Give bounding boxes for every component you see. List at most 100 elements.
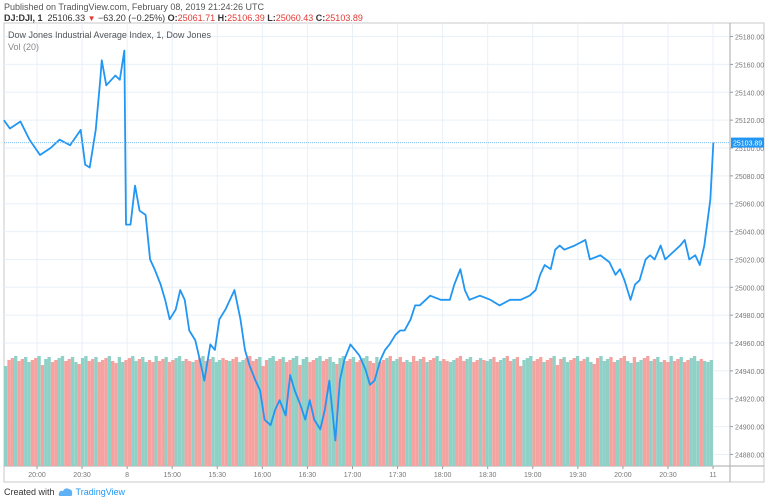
volume-bar bbox=[194, 360, 198, 466]
volume-bar bbox=[642, 358, 647, 466]
volume-bar bbox=[124, 360, 128, 466]
volume-bar bbox=[535, 359, 540, 466]
volume-bar bbox=[408, 362, 412, 466]
x-tick-label: 19:30 bbox=[569, 472, 587, 479]
volume-bar bbox=[629, 363, 633, 466]
volume-bar bbox=[100, 360, 105, 466]
volume-bar bbox=[649, 361, 653, 466]
y-tick-label: 24960.00 bbox=[735, 341, 764, 348]
open-value: 25061.71 bbox=[177, 13, 216, 23]
volume-bar bbox=[27, 362, 31, 466]
volume-bar bbox=[539, 357, 543, 466]
close-label: C: bbox=[315, 13, 326, 23]
y-tick-label: 25100.00 bbox=[735, 146, 764, 153]
volume-bar bbox=[238, 362, 242, 466]
tradingview-link[interactable]: TradingView bbox=[58, 487, 125, 497]
y-tick-label: 25080.00 bbox=[735, 174, 764, 181]
volume-bar bbox=[488, 359, 493, 466]
volume-bar bbox=[498, 360, 503, 466]
volume-bar bbox=[699, 359, 703, 466]
volume-bar bbox=[24, 357, 28, 466]
volume-bar bbox=[652, 359, 657, 466]
volume-bar bbox=[64, 361, 68, 466]
x-tick-label: 16:00 bbox=[254, 472, 272, 479]
volume-bar bbox=[348, 359, 352, 466]
x-tick-label: 18:00 bbox=[434, 472, 452, 479]
change: −63.20 (−0.25%) bbox=[98, 13, 166, 23]
volume-bar bbox=[351, 357, 356, 466]
volume-bar bbox=[204, 361, 208, 466]
volume-bar bbox=[455, 358, 459, 466]
volume-bar bbox=[519, 366, 523, 466]
y-tick-label: 24920.00 bbox=[735, 397, 764, 404]
volume-bar bbox=[532, 361, 536, 466]
volume-bar bbox=[164, 357, 168, 466]
volume-bar bbox=[702, 361, 707, 466]
y-tick-label: 24980.00 bbox=[735, 313, 764, 320]
volume-bar bbox=[141, 357, 145, 466]
volume-bar bbox=[475, 360, 479, 466]
volume-bar bbox=[468, 357, 473, 466]
volume-bar bbox=[662, 360, 667, 466]
volume-bar bbox=[97, 362, 101, 466]
volume-bar bbox=[134, 361, 138, 466]
volume-bar bbox=[438, 361, 443, 466]
y-tick-label: 25040.00 bbox=[735, 230, 764, 237]
volume-bar bbox=[214, 362, 219, 466]
volume-bar bbox=[619, 358, 623, 466]
volume-bar bbox=[355, 362, 359, 466]
volume-bar bbox=[672, 361, 677, 466]
volume-bar bbox=[502, 358, 506, 466]
low-value: 25060.43 bbox=[275, 13, 314, 23]
volume-bar bbox=[462, 361, 466, 466]
volume-bar bbox=[639, 360, 643, 466]
published-line: Published on TradingView.com, February 0… bbox=[4, 2, 264, 12]
volume-bar bbox=[345, 361, 349, 466]
volume-bar bbox=[602, 361, 606, 466]
volume-bar bbox=[308, 362, 312, 466]
x-tick-label: 8 bbox=[125, 472, 129, 479]
volume-bar bbox=[358, 360, 362, 466]
volume-bar bbox=[94, 357, 98, 466]
volume-bar bbox=[555, 365, 560, 466]
volume-bar bbox=[191, 362, 195, 466]
volume-bar bbox=[478, 358, 483, 466]
y-tick-label: 25120.00 bbox=[735, 118, 764, 125]
volume-bar bbox=[57, 358, 61, 466]
volume-bar bbox=[592, 364, 596, 466]
volume-bar bbox=[686, 360, 690, 466]
volume-bar bbox=[251, 361, 255, 466]
y-tick-label: 25180.00 bbox=[735, 35, 764, 42]
volume-bar bbox=[167, 362, 172, 466]
volume-bar bbox=[418, 359, 423, 466]
volume-bar bbox=[425, 362, 429, 466]
volume-bar bbox=[522, 360, 526, 466]
volume-bar bbox=[341, 356, 346, 466]
volume-bar bbox=[211, 357, 215, 466]
x-tick-label: 17:30 bbox=[389, 472, 407, 479]
volume-bar bbox=[288, 360, 292, 466]
x-tick-label: 18:30 bbox=[479, 472, 497, 479]
volume-bar bbox=[291, 358, 295, 466]
volume-bar bbox=[241, 360, 245, 466]
volume-bar bbox=[218, 360, 222, 466]
open-label: O: bbox=[167, 13, 178, 23]
volume-bar bbox=[30, 360, 35, 466]
x-tick-label: 20:30 bbox=[659, 472, 677, 479]
tradingview-cloud-icon bbox=[58, 488, 72, 496]
volume-bar bbox=[371, 363, 376, 466]
volume-bar bbox=[542, 362, 546, 466]
volume-bar bbox=[622, 356, 627, 466]
y-tick-label: 25160.00 bbox=[735, 62, 764, 69]
volume-bar bbox=[381, 360, 386, 466]
volume-bar bbox=[559, 359, 563, 466]
volume-bar bbox=[545, 360, 550, 466]
volume-bar bbox=[10, 358, 14, 466]
volume-bar bbox=[80, 358, 85, 466]
volume-bar bbox=[34, 358, 38, 466]
symbol: DJ:DJI, 1 bbox=[4, 13, 43, 23]
volume-bar bbox=[54, 360, 58, 466]
ohlc-line: DJ:DJI, 1 25106.33 ▼ −63.20 (−0.25%) O:2… bbox=[4, 13, 363, 23]
y-tick-label: 25140.00 bbox=[735, 90, 764, 97]
